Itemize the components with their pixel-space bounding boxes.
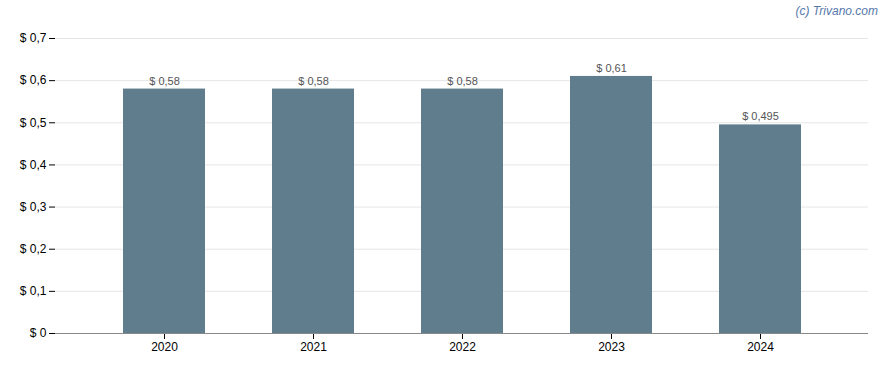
- svg-text:$ 0,7: $ 0,7: [20, 31, 47, 45]
- svg-text:$ 0,58: $ 0,58: [298, 75, 329, 87]
- svg-text:2023: 2023: [598, 340, 625, 354]
- svg-text:$ 0: $ 0: [30, 326, 47, 340]
- svg-text:$ 0,58: $ 0,58: [149, 75, 180, 87]
- svg-text:$ 0,5: $ 0,5: [20, 116, 47, 130]
- svg-text:$ 0,2: $ 0,2: [20, 242, 47, 256]
- svg-text:$ 0,3: $ 0,3: [20, 200, 47, 214]
- svg-text:$ 0,6: $ 0,6: [20, 73, 47, 87]
- svg-text:$ 0,495: $ 0,495: [742, 110, 779, 122]
- svg-text:2020: 2020: [151, 340, 178, 354]
- svg-text:$ 0,58: $ 0,58: [447, 75, 478, 87]
- svg-text:$ 0,1: $ 0,1: [20, 284, 47, 298]
- svg-text:$ 0,61: $ 0,61: [596, 62, 627, 74]
- html-text:(c) Trivano.com: (c) Trivano.com: [795, 4, 878, 18]
- svg-text:$ 0,4: $ 0,4: [20, 158, 47, 172]
- svg-text:2022: 2022: [449, 340, 476, 354]
- svg-text:2024: 2024: [747, 340, 774, 354]
- svg-text:2021: 2021: [300, 340, 327, 354]
